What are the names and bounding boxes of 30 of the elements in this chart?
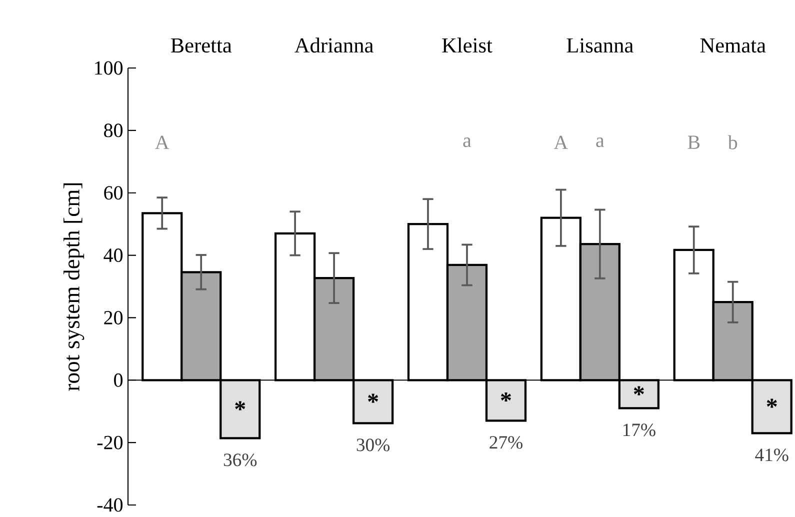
y-tick-label: 80 [104, 124, 123, 138]
y-tick-label: 40 [104, 248, 123, 262]
y-axis-title: root system depth [cm] [64, 183, 84, 391]
x-tick-label: Lisanna [566, 38, 634, 53]
annotation: 36% [224, 454, 257, 466]
y-tick-label: -20 [97, 436, 123, 450]
annotation: b [728, 135, 738, 150]
annotation: 41% [755, 448, 788, 462]
annotation: * [634, 386, 644, 396]
annotation: * [766, 398, 777, 408]
annotation: 17% [623, 424, 656, 436]
annotation: a [463, 137, 472, 148]
annotation: B [688, 136, 700, 149]
x-tick-label: Beretta [170, 38, 232, 53]
y-tick-label: 60 [104, 186, 123, 200]
annotation: a [596, 137, 604, 148]
annotation: A [155, 136, 170, 149]
x-tick-label: Nemata [700, 38, 766, 53]
x-tick-label: Kleist [442, 38, 492, 53]
y-tick-label: 0 [114, 373, 123, 387]
annotation: * [235, 401, 246, 410]
x-tick-label: Adrianna [294, 38, 374, 53]
annotation: * [500, 392, 511, 402]
annotation: A [554, 136, 568, 149]
y-tick-label: 20 [104, 310, 123, 324]
annotation: 30% [356, 438, 390, 452]
y-tick-label: -40 [97, 498, 123, 512]
annotation: 27% [490, 436, 522, 449]
y-tick-label: 100 [95, 61, 123, 75]
annotation: * [368, 394, 378, 403]
